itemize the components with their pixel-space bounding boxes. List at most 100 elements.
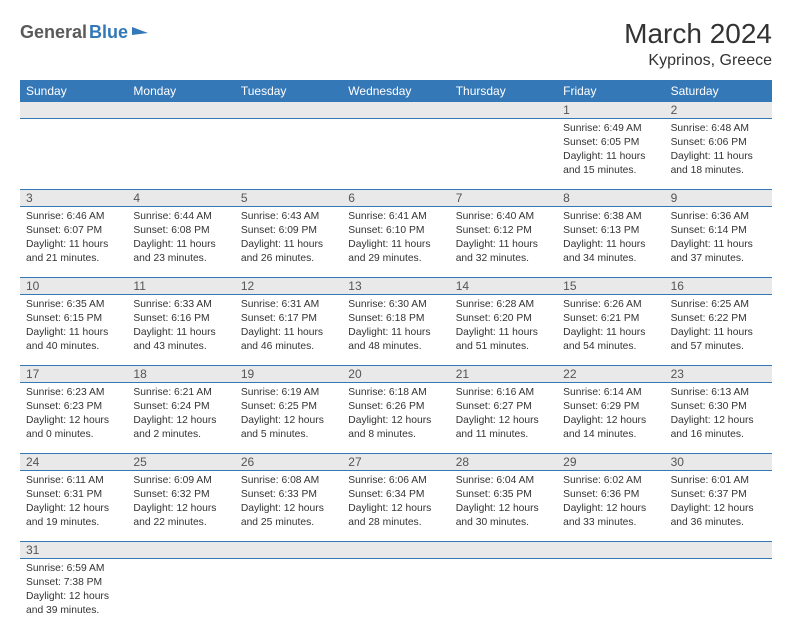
sunset-text: Sunset: 6:34 PM (348, 488, 443, 502)
day-cell: Sunrise: 6:08 AMSunset: 6:33 PMDaylight:… (235, 471, 342, 541)
day-header: Monday (127, 80, 234, 102)
day-number: 2 (665, 102, 772, 118)
weeks-container: 12Sunrise: 6:49 AMSunset: 6:05 PMDayligh… (20, 102, 772, 629)
day-cell: Sunrise: 6:30 AMSunset: 6:18 PMDaylight:… (342, 295, 449, 365)
daynum-row: 31 (20, 541, 772, 558)
day-header: Sunday (20, 80, 127, 102)
daylight-text: Daylight: 12 hours and 8 minutes. (348, 414, 443, 442)
day-cell (665, 559, 772, 629)
daylight-text: Daylight: 11 hours and 21 minutes. (26, 238, 121, 266)
day-number (342, 102, 449, 118)
sunrise-text: Sunrise: 6:31 AM (241, 298, 336, 312)
day-header-row: Sunday Monday Tuesday Wednesday Thursday… (20, 80, 772, 102)
sunset-text: Sunset: 6:09 PM (241, 224, 336, 238)
sunrise-text: Sunrise: 6:41 AM (348, 210, 443, 224)
sunset-text: Sunset: 6:07 PM (26, 224, 121, 238)
daylight-text: Daylight: 11 hours and 32 minutes. (456, 238, 551, 266)
calendar: Sunday Monday Tuesday Wednesday Thursday… (20, 80, 772, 629)
daynum-row: 10111213141516 (20, 277, 772, 294)
day-number: 24 (20, 454, 127, 470)
page-header: GeneralBlue March 2024 Kyprinos, Greece (20, 18, 772, 70)
day-number: 21 (450, 366, 557, 382)
day-cell: Sunrise: 6:48 AMSunset: 6:06 PMDaylight:… (665, 119, 772, 189)
logo: GeneralBlue (20, 22, 148, 43)
sunset-text: Sunset: 6:08 PM (133, 224, 228, 238)
daylight-text: Daylight: 12 hours and 33 minutes. (563, 502, 658, 530)
day-number: 8 (557, 190, 664, 206)
sunset-text: Sunset: 6:10 PM (348, 224, 443, 238)
day-header: Saturday (665, 80, 772, 102)
sunrise-text: Sunrise: 6:02 AM (563, 474, 658, 488)
daynum-row: 12 (20, 102, 772, 118)
day-number (235, 542, 342, 558)
sunset-text: Sunset: 6:31 PM (26, 488, 121, 502)
day-cell: Sunrise: 6:31 AMSunset: 6:17 PMDaylight:… (235, 295, 342, 365)
day-cell (127, 559, 234, 629)
day-number (235, 102, 342, 118)
sunset-text: Sunset: 6:37 PM (671, 488, 766, 502)
title-block: March 2024 Kyprinos, Greece (624, 18, 772, 70)
day-number (127, 542, 234, 558)
daylight-text: Daylight: 11 hours and 57 minutes. (671, 326, 766, 354)
day-cell: Sunrise: 6:33 AMSunset: 6:16 PMDaylight:… (127, 295, 234, 365)
sunset-text: Sunset: 6:32 PM (133, 488, 228, 502)
daylight-text: Daylight: 12 hours and 36 minutes. (671, 502, 766, 530)
sunset-text: Sunset: 6:05 PM (563, 136, 658, 150)
daylight-text: Daylight: 11 hours and 40 minutes. (26, 326, 121, 354)
day-cell: Sunrise: 6:04 AMSunset: 6:35 PMDaylight:… (450, 471, 557, 541)
daylight-text: Daylight: 12 hours and 14 minutes. (563, 414, 658, 442)
daylight-text: Daylight: 12 hours and 16 minutes. (671, 414, 766, 442)
day-number: 29 (557, 454, 664, 470)
day-number: 28 (450, 454, 557, 470)
day-header: Friday (557, 80, 664, 102)
sunset-text: Sunset: 6:14 PM (671, 224, 766, 238)
day-number: 17 (20, 366, 127, 382)
sunrise-text: Sunrise: 6:36 AM (671, 210, 766, 224)
day-number: 10 (20, 278, 127, 294)
day-header: Wednesday (342, 80, 449, 102)
day-number (450, 102, 557, 118)
day-cell: Sunrise: 6:46 AMSunset: 6:07 PMDaylight:… (20, 207, 127, 277)
day-number: 5 (235, 190, 342, 206)
day-number (557, 542, 664, 558)
sunrise-text: Sunrise: 6:13 AM (671, 386, 766, 400)
day-cell (127, 119, 234, 189)
daylight-text: Daylight: 12 hours and 19 minutes. (26, 502, 121, 530)
day-cell: Sunrise: 6:59 AMSunset: 7:38 PMDaylight:… (20, 559, 127, 629)
sunset-text: Sunset: 6:17 PM (241, 312, 336, 326)
day-number (450, 542, 557, 558)
sunrise-text: Sunrise: 6:43 AM (241, 210, 336, 224)
month-title: March 2024 (624, 18, 772, 50)
week-row: Sunrise: 6:46 AMSunset: 6:07 PMDaylight:… (20, 206, 772, 277)
daylight-text: Daylight: 12 hours and 28 minutes. (348, 502, 443, 530)
day-header: Thursday (450, 80, 557, 102)
day-header: Tuesday (235, 80, 342, 102)
sunset-text: Sunset: 6:29 PM (563, 400, 658, 414)
day-cell (342, 119, 449, 189)
day-cell: Sunrise: 6:40 AMSunset: 6:12 PMDaylight:… (450, 207, 557, 277)
daylight-text: Daylight: 11 hours and 51 minutes. (456, 326, 551, 354)
daylight-text: Daylight: 11 hours and 43 minutes. (133, 326, 228, 354)
sunrise-text: Sunrise: 6:46 AM (26, 210, 121, 224)
day-cell (557, 559, 664, 629)
day-number (665, 542, 772, 558)
day-cell: Sunrise: 6:41 AMSunset: 6:10 PMDaylight:… (342, 207, 449, 277)
day-cell (235, 559, 342, 629)
daylight-text: Daylight: 12 hours and 25 minutes. (241, 502, 336, 530)
sunset-text: Sunset: 6:15 PM (26, 312, 121, 326)
day-cell: Sunrise: 6:38 AMSunset: 6:13 PMDaylight:… (557, 207, 664, 277)
day-cell: Sunrise: 6:01 AMSunset: 6:37 PMDaylight:… (665, 471, 772, 541)
sunset-text: Sunset: 6:25 PM (241, 400, 336, 414)
day-number: 9 (665, 190, 772, 206)
sunset-text: Sunset: 6:18 PM (348, 312, 443, 326)
day-number (342, 542, 449, 558)
sunrise-text: Sunrise: 6:06 AM (348, 474, 443, 488)
daylight-text: Daylight: 11 hours and 23 minutes. (133, 238, 228, 266)
day-number: 13 (342, 278, 449, 294)
day-number: 11 (127, 278, 234, 294)
sunrise-text: Sunrise: 6:08 AM (241, 474, 336, 488)
day-cell: Sunrise: 6:25 AMSunset: 6:22 PMDaylight:… (665, 295, 772, 365)
day-cell: Sunrise: 6:26 AMSunset: 6:21 PMDaylight:… (557, 295, 664, 365)
day-cell (20, 119, 127, 189)
day-number: 16 (665, 278, 772, 294)
